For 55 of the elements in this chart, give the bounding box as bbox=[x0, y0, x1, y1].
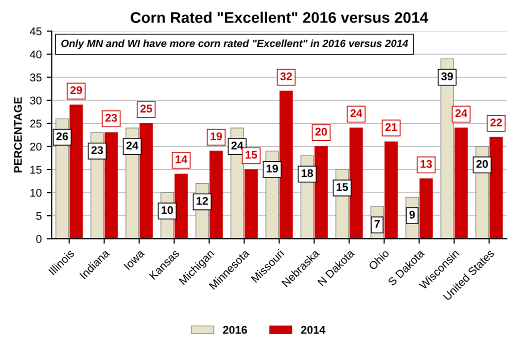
data-label: 15 bbox=[246, 150, 258, 159]
bar bbox=[314, 146, 328, 239]
bar bbox=[244, 169, 258, 239]
data-label: 24 bbox=[350, 109, 362, 118]
data-label: 14 bbox=[176, 156, 188, 164]
y-axis-title: PERCENTAGE bbox=[14, 97, 22, 172]
bar bbox=[384, 142, 398, 239]
chart-title: Corn Rated "Excellent" 2016 versus 2014 bbox=[130, 12, 428, 23]
bar bbox=[490, 136, 503, 239]
data-label: 7 bbox=[374, 220, 380, 228]
data-label: 24 bbox=[231, 142, 244, 150]
data-label: 18 bbox=[302, 169, 314, 178]
data-label: 24 bbox=[126, 142, 138, 150]
data-label: 23 bbox=[105, 114, 117, 122]
data-label: 39 bbox=[441, 72, 453, 80]
bar bbox=[420, 178, 433, 239]
data-label: 24 bbox=[455, 109, 468, 118]
data-label: 12 bbox=[196, 196, 208, 205]
bar bbox=[454, 128, 468, 239]
bar bbox=[104, 132, 118, 239]
y-tick-label: 0 bbox=[36, 235, 42, 243]
data-label: 22 bbox=[490, 118, 502, 126]
y-tick-label: 35 bbox=[30, 74, 42, 82]
data-label: 21 bbox=[385, 123, 398, 131]
data-label: 29 bbox=[70, 86, 82, 94]
data-label: 25 bbox=[140, 104, 152, 113]
bar bbox=[280, 90, 293, 239]
data-label: 19 bbox=[266, 164, 278, 173]
y-tick-label: 5 bbox=[36, 212, 42, 220]
y-tick-label: 10 bbox=[30, 188, 42, 197]
data-label: 20 bbox=[476, 160, 488, 168]
legend-label: 2016 bbox=[223, 326, 247, 334]
data-label: 23 bbox=[91, 146, 103, 154]
y-tick-label: 40 bbox=[30, 50, 42, 58]
x-tick-label: Ohio bbox=[368, 248, 390, 270]
y-tick-label: 15 bbox=[30, 166, 42, 174]
bar bbox=[140, 123, 153, 239]
data-label: 20 bbox=[315, 128, 327, 136]
bar bbox=[174, 174, 188, 239]
bar bbox=[210, 150, 223, 239]
data-label: 32 bbox=[280, 72, 292, 80]
annotation: Only MN and WI have more corn rated "Excellent" in 2016 versus 2014 bbox=[61, 39, 408, 50]
data-label: 13 bbox=[420, 160, 432, 168]
data-label: 26 bbox=[56, 132, 68, 140]
data-label: 19 bbox=[210, 132, 222, 140]
data-label: 9 bbox=[409, 210, 415, 219]
legend-label: 2014 bbox=[301, 326, 326, 334]
y-tick-label: 30 bbox=[30, 96, 42, 104]
bar bbox=[350, 128, 363, 239]
data-label: 15 bbox=[336, 183, 348, 191]
y-tick-label: 25 bbox=[30, 120, 42, 128]
bar bbox=[70, 104, 83, 239]
y-tick-label: 20 bbox=[30, 142, 42, 151]
y-tick-label: 45 bbox=[30, 28, 42, 36]
data-label: 10 bbox=[162, 206, 173, 214]
